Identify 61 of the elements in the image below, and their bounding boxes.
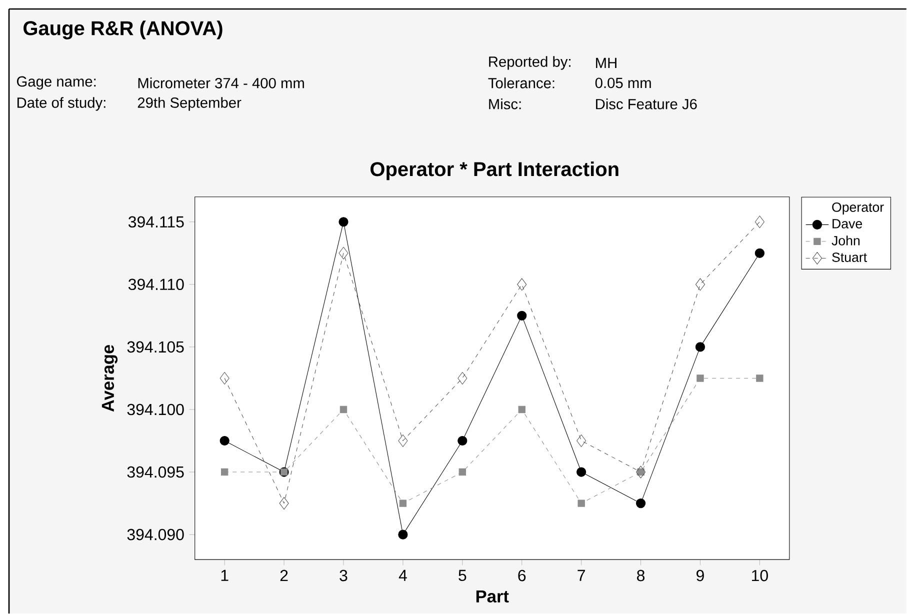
x-axis-title: Part [476,590,509,602]
text: Gage name: [16,76,96,90]
y-tick-label: 394.100 [127,404,184,416]
point [338,246,348,260]
y-tick-label: 394.110 [128,278,184,290]
x-tick-label: 5 [458,570,466,581]
point [458,436,468,446]
y-tick-label: 394.105 [127,341,184,353]
x-tick-label: 9 [696,570,704,582]
point [576,434,586,447]
point [399,500,407,507]
legend-label: John [832,235,860,246]
point [695,342,706,352]
point [636,466,646,478]
x-tick-label: 10 [752,570,768,582]
point [398,434,408,447]
text: Tolerance: [488,77,554,88]
point [754,216,764,228]
legend-label: Stuart [832,252,867,262]
point [458,468,466,476]
x-tick-label: 3 [340,570,348,582]
point [695,278,705,291]
point [756,374,764,382]
legend-label: Dave [832,218,862,228]
point [518,406,526,413]
legend-title: Operator [832,202,884,214]
y-tick-label: 394.095 [127,466,184,478]
point [398,530,408,540]
point [458,372,468,384]
point [636,498,646,508]
chart-subtitle: Operator * Part Interaction [370,161,618,180]
text: Reported by: [489,56,570,70]
point [576,467,586,477]
point [220,436,230,446]
text: Date of study: [17,97,106,111]
y-axis-title: Average [102,344,118,412]
point [517,278,527,291]
text: 0.05 mm [595,78,651,88]
text: Micrometer 374 - 400 mm [138,77,304,88]
point [340,406,348,413]
point [696,374,704,382]
point [517,310,527,320]
y-tick-label: 394.115 [128,216,184,228]
point [279,496,289,510]
text: Disc Feature J6 [596,98,697,110]
text: MH [596,58,616,68]
x-tick-label: 8 [637,570,645,582]
y-tick-label: 394.090 [127,528,184,540]
point [578,500,585,507]
text: Misc: [489,98,521,110]
point [338,216,348,227]
point [220,468,228,476]
chart-title: Gauge R&R (ANOVA) [24,20,222,40]
x-tick-label: 6 [518,570,526,582]
text: 29th September [138,97,242,111]
x-tick-label: 4 [398,570,407,581]
x-tick-label: 1 [221,570,228,581]
x-tick-label: 7 [578,570,585,581]
point [220,372,230,384]
x-tick-label: 2 [280,570,288,581]
point [754,248,764,258]
